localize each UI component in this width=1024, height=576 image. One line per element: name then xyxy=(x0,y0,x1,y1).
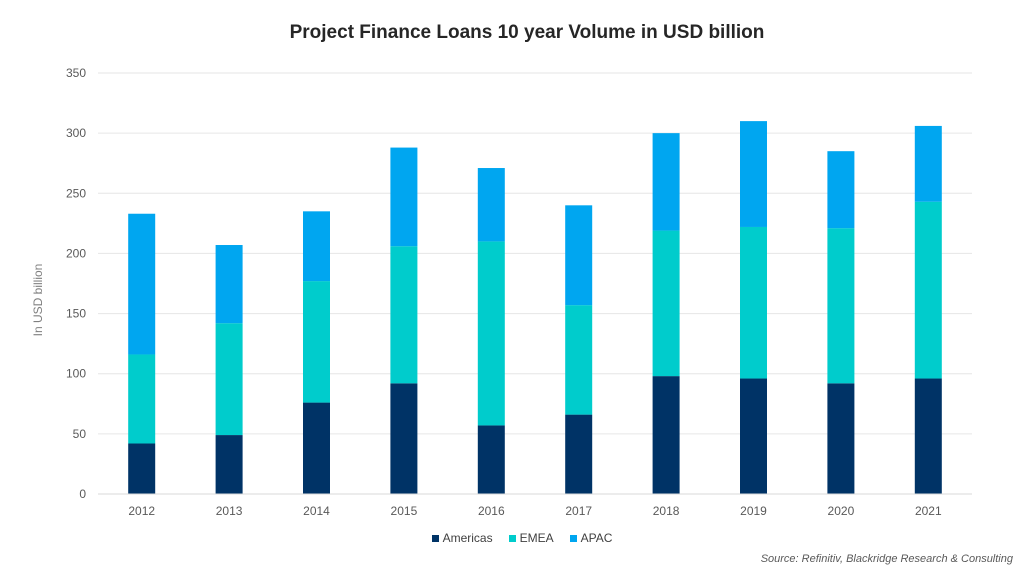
legend-swatch-emea xyxy=(508,534,516,542)
legend-label: Americas xyxy=(442,531,493,545)
bar-americas-2017 xyxy=(565,414,593,494)
source-note: Source: Refinitiv, Blackridge Research &… xyxy=(760,553,1013,565)
bar-emea-2020 xyxy=(827,228,855,384)
bar-americas-2018 xyxy=(652,376,680,494)
legend-label: EMEA xyxy=(519,531,554,545)
y-tick-label: 200 xyxy=(66,246,86,260)
bar-emea-2021 xyxy=(914,201,942,379)
y-tick-label: 50 xyxy=(73,427,87,441)
bar-americas-2014 xyxy=(303,402,330,494)
bar-stack-2019 xyxy=(740,121,767,494)
bar-stack-2012 xyxy=(128,213,156,494)
legend-swatch-apac xyxy=(569,534,577,542)
bar-apac-2012 xyxy=(128,213,156,355)
x-tick-label: 2019 xyxy=(740,504,767,518)
bar-stack-2015 xyxy=(390,147,418,494)
legend-item-americas: Americas xyxy=(431,531,493,545)
bar-americas-2015 xyxy=(390,383,418,494)
bar-apac-2015 xyxy=(390,147,418,247)
bar-emea-2019 xyxy=(740,226,767,379)
bar-emea-2013 xyxy=(215,323,243,436)
chart-title: Project Finance Loans 10 year Volume in … xyxy=(289,22,765,43)
y-axis-ticks: 0 50 100 150 200 250 300 350 xyxy=(66,66,86,501)
y-tick-label: 300 xyxy=(66,126,86,140)
bar-emea-2017 xyxy=(565,305,593,415)
bar-americas-2012 xyxy=(128,443,156,494)
bar-stack-2014 xyxy=(303,211,330,494)
x-tick-label: 2021 xyxy=(915,504,942,518)
gridlines xyxy=(98,72,972,435)
bar-stack-2020 xyxy=(827,151,855,494)
bar-stack-2018 xyxy=(652,133,680,494)
bar-apac-2017 xyxy=(565,205,593,306)
bar-americas-2013 xyxy=(215,435,243,494)
legend-item-apac: APAC xyxy=(569,531,613,545)
y-tick-label: 250 xyxy=(66,186,86,200)
bar-apac-2018 xyxy=(652,133,680,231)
y-tick-label: 150 xyxy=(66,307,86,321)
bar-emea-2016 xyxy=(477,241,505,426)
bar-apac-2013 xyxy=(215,245,243,324)
bar-americas-2020 xyxy=(827,383,855,494)
bar-apac-2016 xyxy=(477,168,505,242)
x-axis-ticks: 2012 2013 2014 2015 2016 2017 2018 2019 2020 2021 xyxy=(128,504,942,518)
y-tick-label: 100 xyxy=(66,367,86,381)
x-tick-label: 2015 xyxy=(391,504,418,518)
bar-emea-2012 xyxy=(128,354,156,444)
bar-emea-2018 xyxy=(652,230,680,377)
x-tick-label: 2012 xyxy=(128,504,155,518)
legend-swatch-americas xyxy=(431,534,439,542)
bar-apac-2019 xyxy=(740,121,767,227)
x-tick-label: 2020 xyxy=(828,504,855,518)
bar-stack-2021 xyxy=(914,125,942,494)
bar-americas-2021 xyxy=(914,378,942,494)
x-tick-label: 2014 xyxy=(303,504,330,518)
x-tick-label: 2018 xyxy=(653,504,680,518)
y-tick-label: 350 xyxy=(66,66,86,80)
x-tick-label: 2016 xyxy=(478,504,505,518)
bar-apac-2021 xyxy=(914,125,942,202)
x-tick-label: 2013 xyxy=(216,504,243,518)
legend: Americas EMEA APAC xyxy=(0,531,1024,545)
y-tick-label: 0 xyxy=(79,487,86,501)
bar-stack-2017 xyxy=(565,205,593,494)
bar-americas-2019 xyxy=(740,378,767,494)
bars xyxy=(128,121,942,494)
bar-americas-2016 xyxy=(477,425,505,494)
bar-apac-2020 xyxy=(827,151,855,229)
bar-emea-2014 xyxy=(303,281,330,403)
bar-apac-2014 xyxy=(303,211,330,282)
legend-label: APAC xyxy=(580,531,613,545)
bar-stack-2016 xyxy=(477,168,505,494)
bar-stack-2013 xyxy=(215,245,243,494)
bar-emea-2015 xyxy=(390,246,418,384)
legend-item-emea: EMEA xyxy=(508,531,554,545)
x-tick-label: 2017 xyxy=(565,504,592,518)
